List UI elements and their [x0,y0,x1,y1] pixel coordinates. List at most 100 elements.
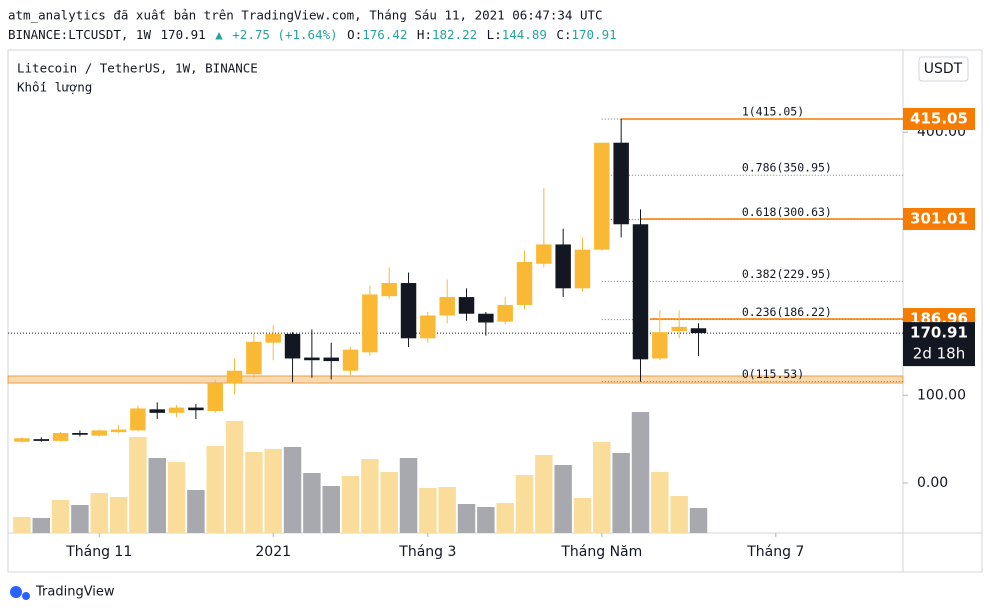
candle-body [420,315,436,339]
volume-bar [651,472,669,533]
candle-body [555,244,571,289]
volume-bar [515,475,534,533]
volume-bar [283,447,302,533]
h: 182.22 [432,27,477,42]
volume-bar [71,505,89,533]
volume-bar [438,487,456,533]
price-label: 415.05 [910,109,968,127]
volume-bar [167,462,186,533]
candle-body [381,283,397,297]
candle-body [226,370,243,384]
candle-body [304,357,320,361]
candle-body [362,294,378,353]
c: 170.91 [571,27,616,42]
fib-label: 0.382(229.95) [742,267,832,281]
publish-line: atm_analytics đã xuất bản trên TradingVi… [8,8,603,23]
volume-bar [554,465,572,533]
change: +2.75 (+1.64%) [232,27,337,42]
last: 170.91 [161,27,206,42]
candle-body [130,408,146,431]
candle-body [400,283,417,339]
volume-bar [148,458,166,533]
candle-body [632,224,649,360]
volume-bar [225,421,244,533]
candle-body [613,142,629,225]
footer-brand: TradingView [35,585,115,600]
candle-body [439,297,455,316]
candle-body [149,409,165,413]
currency-label: USDT [924,61,963,77]
x-tick-label: Tháng 11 [65,544,132,560]
volume-bar [670,496,688,533]
fib-label: 0.786(350.95) [742,161,832,175]
volume-bar [32,518,50,533]
y-tick-label: 100.00 [917,387,966,403]
candle-body [14,438,30,442]
arrow: ▲ [215,27,223,42]
c-label: C: [556,27,571,42]
currency-button[interactable] [918,56,969,82]
o: 176.42 [362,27,407,42]
candle-body [91,430,107,436]
candle-body [497,304,513,322]
volume-bar [13,517,31,533]
symbol-line: BINANCE:LTCUSDT, 1W 170.91 ▲ +2.75 (+1.6… [8,27,617,42]
fib-label: 1(415.05) [742,104,804,118]
volume-bar [496,503,514,533]
volume-bar [380,472,398,533]
h-label: H: [417,27,432,42]
volume-bar [51,500,70,533]
volume-bar [322,486,340,533]
fib-label: 0.618(300.63) [742,205,832,219]
volume-bar [187,490,205,533]
countdown-label: 2d 18h [913,345,965,363]
chart-title: Litecoin / TetherUS, 1W, BINANCE [17,61,258,76]
symbol: BINANCE:LTCUSDT, 1W [8,27,151,42]
y-tick-label: 0.00 [917,475,948,491]
candle-body [458,297,475,314]
fib-label: 0(115.53) [742,367,804,381]
candle-body [110,429,127,433]
l-label: L: [487,27,502,42]
x-tick-label: Tháng 7 [746,544,804,560]
support-zone [7,375,904,384]
candle-body [652,332,668,359]
price-label: 301.01 [910,210,968,228]
volume-bar [129,437,147,533]
volume-bar [341,476,360,533]
volume-bar [612,453,630,533]
candle-body [690,328,707,334]
volume-bar [399,458,418,533]
volume-bar [245,452,263,533]
candle-body [342,349,359,371]
volume-bar [593,442,611,533]
x-tick-label: Tháng 3 [398,544,456,560]
volume-bar [206,446,224,533]
candle-body [246,341,262,375]
candle-body [188,407,204,411]
last-price-label: 170.91 [910,324,968,342]
candle-body [168,407,185,413]
candle-body [265,333,281,343]
volume-bar [573,498,592,533]
volume-bar [419,488,437,533]
o-label: O: [347,27,362,42]
candle-body [284,333,301,359]
price-label-box [903,208,975,231]
volume-bar [689,508,708,533]
price-label-box [903,107,975,130]
candle-body [33,439,49,441]
volume-bar [90,493,108,533]
candle-body [323,357,339,362]
last-price-box [903,322,975,367]
x-tick-label: Tháng Năm [560,544,642,560]
candle-body [478,313,494,323]
volume-bar [457,504,476,533]
candle-body [72,433,88,435]
volume-bar [303,473,321,533]
candle-body [52,433,69,441]
l: 144.89 [502,27,547,42]
x-tick-label: 2021 [255,544,291,560]
chart-subtitle: Khối lượng [17,80,92,95]
